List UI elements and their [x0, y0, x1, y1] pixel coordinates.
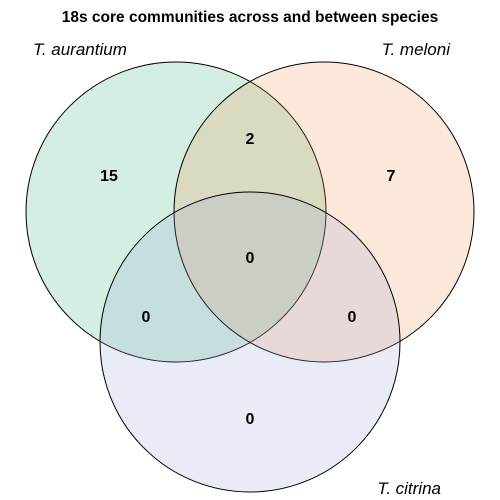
- set-label-citrina: T. citrina: [377, 479, 441, 498]
- set-label-aurantium: T. aurantium: [33, 40, 127, 59]
- count-all-three: 0: [246, 250, 255, 267]
- count-aurantium-meloni: 2: [246, 131, 255, 148]
- set-circle-citrina: [99, 191, 401, 493]
- count-meloni-citrina: 0: [348, 309, 357, 326]
- set-label-meloni: T. meloni: [382, 40, 452, 59]
- count-meloni-only: 7: [387, 168, 396, 185]
- count-aurantium-citrina: 0: [142, 309, 151, 326]
- diagram-title: 18s core communities across and between …: [62, 9, 438, 26]
- count-citrina-only: 0: [246, 411, 255, 428]
- count-aurantium-only: 15: [100, 168, 118, 185]
